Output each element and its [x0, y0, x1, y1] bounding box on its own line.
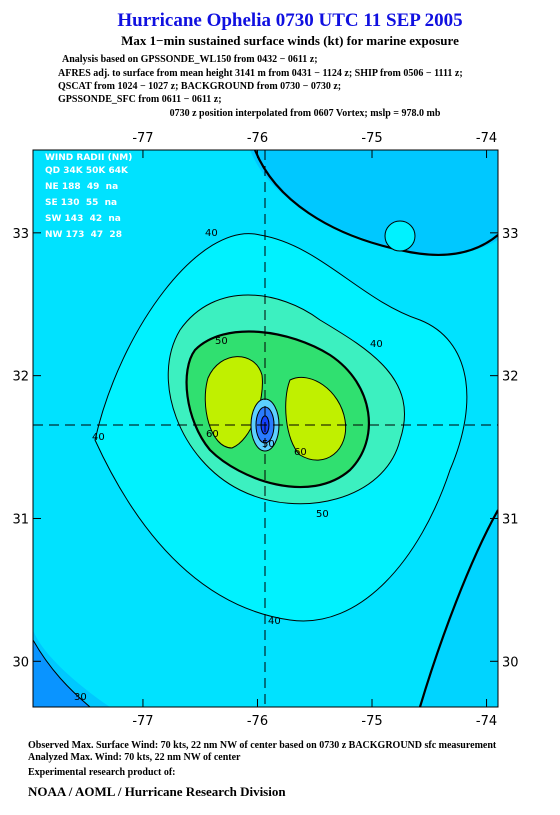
footer-analyzed: Analyzed Max. Wind: 70 kts, 22 nm NW of … — [28, 752, 241, 763]
source-line: GPSSONDE_SFC from 0611 − 0611 z; — [58, 94, 222, 105]
y-tick-label: 31 — [502, 512, 519, 527]
source-line: AFRES adj. to surface from mean height 3… — [58, 68, 463, 79]
x-tick-label: -77 — [132, 131, 153, 146]
footer-observed: Observed Max. Surface Wind: 70 kts, 22 n… — [28, 740, 497, 751]
wind-radii-row: NW 173 47 28 — [45, 230, 122, 240]
contour-label: 60 — [294, 447, 307, 458]
contour-label: 40 — [92, 432, 105, 443]
y-tick-label: 30 — [502, 655, 519, 670]
x-tick-label: -76 — [247, 714, 268, 729]
y-tick-label: 32 — [12, 370, 29, 385]
x-tick-label: -75 — [361, 131, 382, 146]
y-tick-label: 33 — [12, 227, 29, 242]
x-tick-label: -77 — [132, 714, 153, 729]
y-tick-label: 30 — [12, 655, 29, 670]
contour-label: 50 — [262, 439, 275, 450]
wind-radii-row: SW 143 42 na — [45, 214, 121, 224]
contour-label: 40 — [370, 339, 383, 350]
wind-radii-row: SE 130 55 na — [45, 198, 117, 208]
wind-radii-row: NE 188 49 na — [45, 182, 118, 192]
footer-org: NOAA / AOML / Hurricane Research Divisio… — [28, 784, 286, 799]
wind-field — [33, 150, 498, 707]
wind-radii-title: WIND RADII (NM) — [45, 153, 132, 163]
contour-label: 40 — [205, 228, 218, 239]
contour-label: 60 — [206, 429, 219, 440]
subtitle: Max 1−min sustained surface winds (kt) f… — [121, 33, 459, 48]
contour-label: 30 — [74, 692, 87, 703]
x-tick-label: -75 — [361, 714, 382, 729]
contour-label: 40 — [268, 616, 281, 627]
contour-label: 50 — [316, 509, 329, 520]
title: Hurricane Ophelia 0730 UTC 11 SEP 2005 — [117, 10, 462, 31]
contour-label: 50 — [215, 336, 228, 347]
x-tick-label: -74 — [476, 714, 497, 729]
wind-radii-table: WIND RADII (NM) QD 34K 50K 64K NE 188 49… — [45, 153, 132, 240]
source-line: Analysis based on GPSSONDE_WL150 from 04… — [62, 54, 318, 65]
y-tick-label: 31 — [12, 512, 29, 527]
source-line: QSCAT from 1024 − 1027 z; BACKGROUND fro… — [58, 81, 341, 92]
y-tick-label: 33 — [502, 227, 519, 242]
footer-product: Experimental research product of: — [28, 767, 175, 778]
y-tick-label: 32 — [502, 370, 519, 385]
map-frame — [32, 149, 499, 708]
wind-radii-header: QD 34K 50K 64K — [45, 166, 129, 176]
x-tick-label: -76 — [247, 131, 268, 146]
contour-labels: 40 40 40 40 50 50 50 60 60 30 — [74, 228, 383, 703]
position-note: 0730 z position interpolated from 0607 V… — [170, 108, 441, 119]
x-tick-label: -74 — [476, 131, 497, 146]
